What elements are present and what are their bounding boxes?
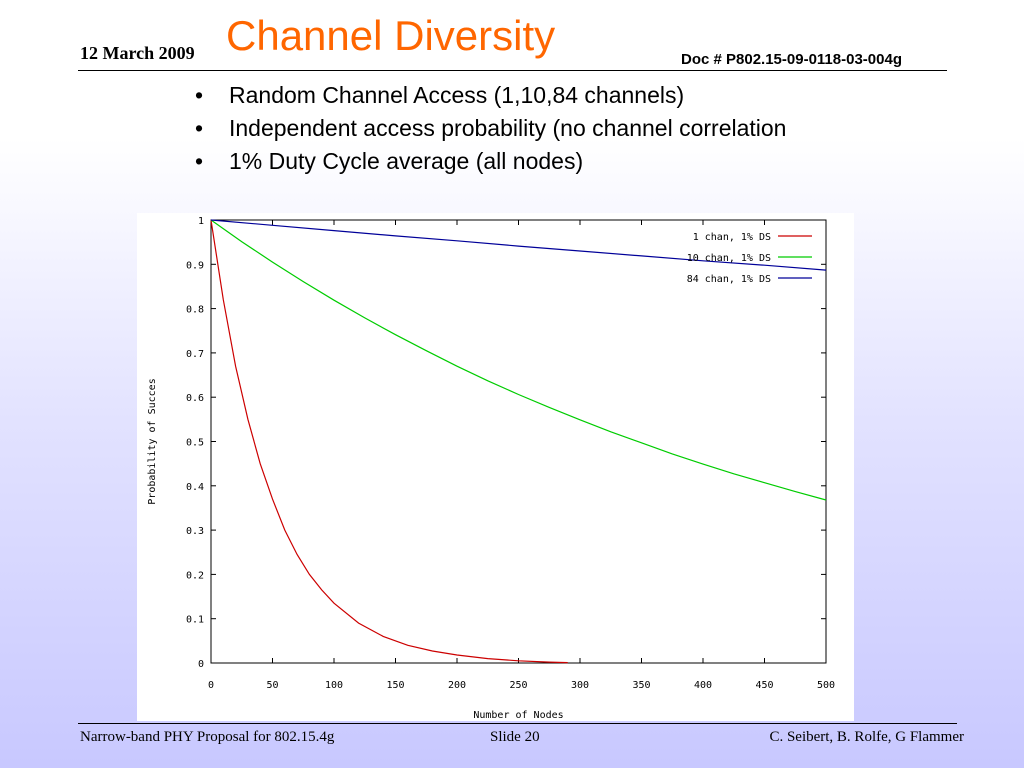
footer-authors: C. Seibert, B. Rolfe, G Flammer (769, 729, 964, 745)
y-axis-label: Probability of Succes (147, 378, 158, 504)
bullet-item: • Random Channel Access (1,10,84 channel… (195, 82, 835, 108)
x-tick-label: 200 (448, 680, 466, 691)
x-axis-ticks: 0 50 100 150 200 250 300 350 400 450 500 (208, 220, 835, 691)
bullet-dot: • (195, 82, 204, 108)
footer-slide-number: Slide 20 (490, 729, 540, 745)
header-divider (78, 70, 947, 71)
x-tick-label: 250 (509, 680, 527, 691)
bullet-item: • 1% Duty Cycle average (all nodes) (195, 148, 835, 174)
legend-label: 1 chan, 1% DS (693, 232, 771, 243)
x-tick-label: 300 (571, 680, 589, 691)
x-tick-label: 150 (386, 680, 404, 691)
bullet-text: Random Channel Access (1,10,84 channels) (229, 82, 685, 108)
header-date: 12 March 2009 (80, 43, 195, 63)
chart-container: 0 0.1 0.2 0.3 0.4 0.5 0.6 0.7 0.8 0.9 1 0 50 100 150 2… (137, 213, 854, 721)
y-tick-label: 0.4 (186, 482, 204, 493)
bullet-text: 1% Duty Cycle average (all nodes) (229, 148, 584, 174)
x-tick-label: 350 (632, 680, 650, 691)
series-line-2 (210, 219, 827, 501)
plot-frame (210, 219, 827, 664)
legend-label: 10 chan, 1% DS (687, 253, 771, 264)
y-tick-label: 0 (198, 659, 204, 670)
x-tick-label: 400 (694, 680, 712, 691)
line-chart: 0 0.1 0.2 0.3 0.4 0.5 0.6 0.7 0.8 0.9 1 0 50 100 150 2… (147, 216, 835, 721)
series-lines (210, 219, 827, 664)
bullet-item: • Independent access probability (no cha… (195, 115, 835, 141)
footer-divider (78, 723, 957, 724)
y-tick-label: 0.9 (186, 260, 204, 271)
x-tick-label: 0 (208, 680, 214, 691)
legend: 1 chan, 1% DS 10 chan, 1% DS 84 chan, 1% D… (687, 232, 812, 285)
footer-left: Narrow-band PHY Proposal for 802.15.4g (80, 729, 335, 745)
document-number: Doc # P802.15-09-0118-03-004g (681, 51, 902, 68)
x-tick-label: 450 (755, 680, 773, 691)
x-axis-label: Number of Nodes (473, 710, 563, 721)
series-line-1 (210, 219, 568, 664)
y-tick-label: 0.8 (186, 305, 204, 316)
slide-title: Channel Diversity (226, 12, 556, 59)
y-tick-label: 0.5 (186, 438, 204, 449)
plot-border (210, 219, 827, 664)
y-tick-label: 0.6 (186, 393, 204, 404)
x-tick-label: 100 (325, 680, 343, 691)
y-axis-ticks: 0 0.1 0.2 0.3 0.4 0.5 0.6 0.7 0.8 0.9 1 (186, 216, 826, 670)
x-tick-label: 50 (266, 680, 278, 691)
bullet-text: Independent access probability (no chann… (229, 115, 787, 141)
x-tick-label: 500 (817, 680, 835, 691)
y-tick-label: 0.2 (186, 570, 204, 581)
bullet-dot: • (195, 148, 204, 174)
bullet-list: • Random Channel Access (1,10,84 channel… (195, 82, 835, 181)
bullet-dot: • (195, 115, 204, 141)
y-tick-label: 0.1 (186, 615, 204, 626)
y-tick-label: 1 (198, 216, 204, 227)
y-tick-label: 0.3 (186, 526, 204, 537)
legend-label: 84 chan, 1% DS (687, 274, 771, 285)
series-line-3 (210, 219, 827, 271)
y-tick-label: 0.7 (186, 349, 204, 360)
